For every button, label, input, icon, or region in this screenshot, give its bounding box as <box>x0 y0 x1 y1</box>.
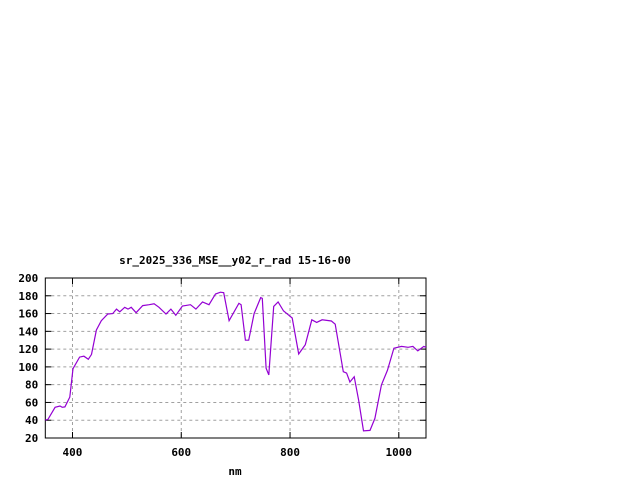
y-tick-label: 80 <box>25 379 38 392</box>
x-tick-label: 600 <box>171 446 191 459</box>
x-tick-label: 400 <box>63 446 83 459</box>
y-tick-label: 120 <box>18 343 38 356</box>
y-tick-label: 140 <box>18 325 38 338</box>
y-tick-label: 200 <box>18 272 38 285</box>
x-tick-label: 1000 <box>386 446 413 459</box>
chart-title: sr_2025_336_MSE__y02_r_rad 15-16-00 <box>119 254 351 267</box>
y-tick-label: 20 <box>25 432 38 445</box>
y-tick-label: 40 <box>25 414 38 427</box>
x-axis-label: nm <box>228 465 242 478</box>
series-line <box>45 291 427 432</box>
y-tick-label: 100 <box>18 361 38 374</box>
x-tick-label: 800 <box>280 446 300 459</box>
y-tick-label: 60 <box>25 396 38 409</box>
y-tick-label: 180 <box>18 290 38 303</box>
y-tick-label: 160 <box>18 308 38 321</box>
plot-frame <box>44 277 427 439</box>
